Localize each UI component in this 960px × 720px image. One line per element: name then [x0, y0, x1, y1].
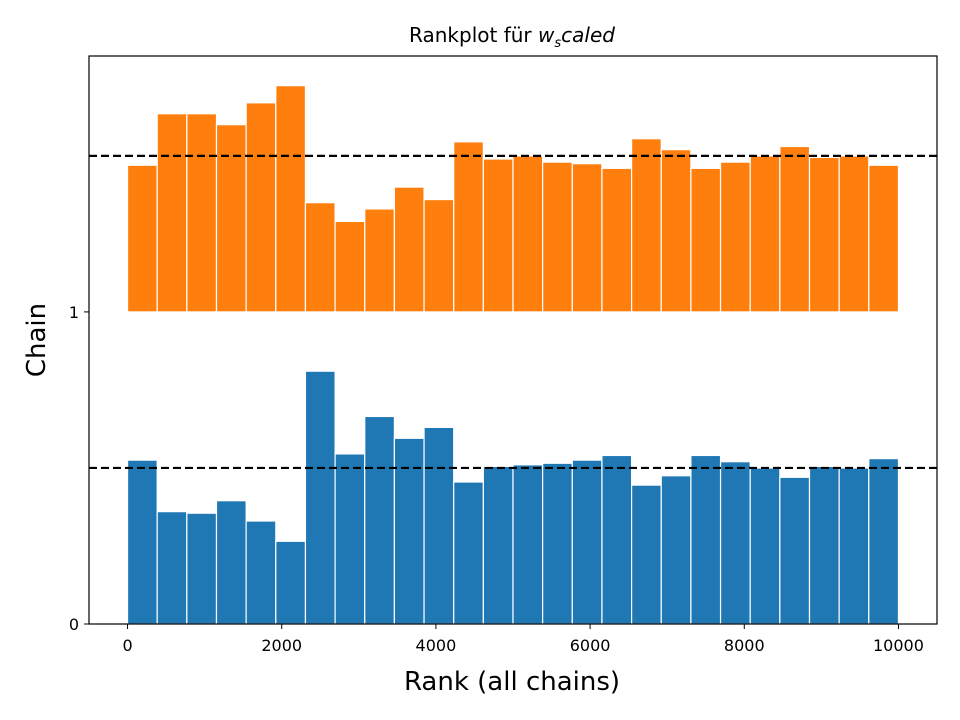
bar-chain-1-bin-22 [779, 145, 811, 313]
bar-chain-0-bin-17 [631, 484, 662, 625]
bar-chain-1-bin-11 [453, 141, 484, 313]
bar-chain-0-bin-10 [423, 426, 455, 625]
bar-chain-1-bin-13 [512, 155, 544, 313]
bar-chain-0-bin-7 [334, 453, 366, 625]
bar-chain-0-bin-15 [571, 459, 603, 625]
bar-chain-0-bin-1 [156, 511, 188, 625]
bars-layer [126, 85, 900, 625]
plot-frame [88, 55, 938, 625]
chart-title: Rankplot für wscaled [409, 23, 615, 51]
y-axis-ticks: 01 [69, 303, 89, 634]
bar-chain-0-bin-14 [542, 462, 573, 625]
bar-chain-1-bin-16 [601, 167, 633, 313]
bar-chain-0-bin-20 [719, 461, 751, 625]
bar-chain-0-bin-13 [512, 464, 544, 625]
bar-chain-1-bin-1 [156, 113, 188, 313]
x-tick-label: 6000 [570, 636, 611, 655]
bar-chain-0-bin-21 [749, 467, 781, 625]
y-tick-label: 1 [69, 303, 79, 322]
bar-chain-0-bin-8 [364, 415, 395, 625]
bar-chain-1-bin-5 [275, 85, 307, 313]
bar-chain-1-bin-3 [215, 124, 247, 313]
bar-chain-1-bin-2 [186, 113, 218, 313]
x-tick-label: 10000 [873, 636, 924, 655]
bar-chain-1-bin-9 [393, 186, 425, 313]
bar-chain-1-bin-10 [423, 198, 455, 313]
reference-lines-layer [89, 154, 937, 470]
bar-chain-1-bin-21 [749, 155, 781, 313]
bar-chain-1-bin-8 [364, 208, 395, 313]
bar-chain-0-bin-22 [779, 476, 811, 625]
bar-chain-1-bin-20 [719, 161, 751, 313]
bar-chain-0-bin-0 [126, 459, 158, 625]
bar-chain-0-bin-25 [868, 457, 900, 625]
bar-chain-0-bin-9 [393, 437, 425, 625]
bar-chain-1-bin-7 [334, 220, 366, 313]
x-tick-label: 0 [122, 636, 132, 655]
bar-chain-1-bin-24 [838, 155, 870, 313]
x-tick-label: 2000 [261, 636, 302, 655]
bar-chain-0-bin-4 [245, 520, 277, 625]
bar-chain-1-bin-12 [482, 158, 514, 313]
bar-chain-1-bin-25 [868, 164, 900, 313]
x-axis-label: Rank (all chains) [404, 667, 620, 697]
bar-chain-0-bin-16 [601, 454, 633, 625]
bar-chain-0-bin-11 [453, 481, 484, 625]
bar-chain-0-bin-2 [186, 512, 218, 625]
bar-chain-0-bin-6 [304, 370, 336, 625]
bar-chain-1-bin-15 [571, 163, 603, 313]
bar-chain-0-bin-3 [215, 500, 247, 625]
bar-chain-1-bin-23 [808, 156, 840, 313]
bar-chain-0-bin-18 [660, 475, 692, 625]
x-tick-label: 8000 [724, 636, 765, 655]
y-tick-label: 0 [69, 615, 79, 634]
bar-chain-0-bin-24 [838, 467, 870, 625]
bar-chain-1-bin-19 [690, 167, 722, 313]
bar-chain-0-bin-5 [275, 540, 307, 625]
bar-chain-1-bin-17 [631, 138, 662, 313]
bar-chain-0-bin-19 [690, 454, 722, 625]
y-axis-label: Chain [22, 303, 52, 377]
bar-chain-1-bin-6 [304, 202, 336, 313]
bar-chain-0-bin-23 [808, 465, 840, 625]
bar-chain-1-bin-18 [660, 149, 692, 313]
x-tick-label: 4000 [416, 636, 457, 655]
bar-chain-1-bin-14 [542, 161, 573, 313]
bar-chain-0-bin-12 [482, 465, 514, 625]
bar-chain-1-bin-4 [245, 102, 277, 313]
bar-chain-1-bin-0 [126, 164, 158, 313]
x-axis-ticks: 0 2000 4000 6000 8000 10000 [122, 624, 924, 655]
